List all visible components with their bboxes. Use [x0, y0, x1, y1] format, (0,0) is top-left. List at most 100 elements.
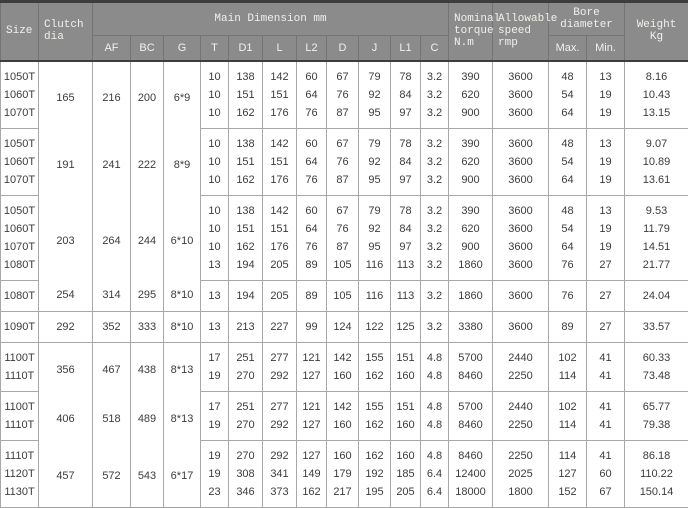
cell-t: 19 — [201, 440, 229, 465]
cell-size: 1110T — [1, 416, 39, 441]
cell-l: 176 — [263, 104, 297, 129]
cell-max: 64 — [549, 104, 587, 129]
cell-d1: 138 — [229, 195, 263, 220]
header-col-l2: L2 — [297, 36, 327, 61]
cell-c: 4.8 — [421, 367, 449, 392]
cell-bc: 489 — [131, 391, 164, 440]
cell-af: 572 — [93, 440, 131, 507]
cell-torque: 900 — [449, 238, 493, 256]
cell-bc: 200 — [131, 61, 164, 129]
cell-speed: 2250 — [493, 416, 549, 441]
cell-min: 13 — [587, 195, 625, 220]
cell-c: 3.2 — [421, 311, 449, 342]
header-col-g: G — [164, 36, 201, 61]
cell-size: 1060T — [1, 86, 39, 104]
cell-min: 27 — [587, 256, 625, 281]
cell-d: 160 — [327, 416, 359, 441]
cell-min: 41 — [587, 342, 625, 367]
cell-af: 216 — [93, 61, 131, 129]
cell-d: 87 — [327, 238, 359, 256]
cell-d: 217 — [327, 483, 359, 508]
cell-l: 292 — [263, 367, 297, 392]
cell-d1: 162 — [229, 171, 263, 196]
cell-l1: 97 — [391, 104, 421, 129]
cell-l1: 78 — [391, 195, 421, 220]
cell-l2: 89 — [297, 280, 327, 311]
cell-l2: 76 — [297, 171, 327, 196]
cell-max: 64 — [549, 171, 587, 196]
cell-t: 10 — [201, 104, 229, 129]
cell-d: 76 — [327, 220, 359, 238]
cell-c: 3.2 — [421, 171, 449, 196]
cell-l: 277 — [263, 391, 297, 416]
cell-d1: 138 — [229, 128, 263, 153]
cell-l2: 60 — [297, 128, 327, 153]
cell-speed: 3600 — [493, 195, 549, 220]
cell-g: 8*13 — [164, 391, 201, 440]
cell-min: 13 — [587, 128, 625, 153]
cell-max: 76 — [549, 256, 587, 281]
cell-min: 19 — [587, 238, 625, 256]
cell-l2: 64 — [297, 220, 327, 238]
cell-l1: 125 — [391, 311, 421, 342]
header-col-l: L — [263, 36, 297, 61]
header-col-t: T — [201, 36, 229, 61]
cell-g: 6*17 — [164, 440, 201, 507]
cell-t: 17 — [201, 342, 229, 367]
cell-size: 1090T — [1, 311, 39, 342]
cell-max: 54 — [549, 86, 587, 104]
cell-d1: 151 — [229, 220, 263, 238]
cell-weight: 13.61 — [625, 171, 688, 196]
cell-d: 160 — [327, 367, 359, 392]
cell-min: 67 — [587, 483, 625, 508]
cell-af: 241 — [93, 128, 131, 195]
cell-l: 151 — [263, 86, 297, 104]
cell-weight: 11.79 — [625, 220, 688, 238]
cell-c: 3.2 — [421, 153, 449, 171]
cell-speed: 3600 — [493, 311, 549, 342]
cell-l2: 162 — [297, 483, 327, 508]
cell-l1: 151 — [391, 342, 421, 367]
cell-l: 205 — [263, 256, 297, 281]
cell-l: 205 — [263, 280, 297, 311]
cell-min: 41 — [587, 391, 625, 416]
cell-t: 10 — [201, 171, 229, 196]
cell-torque: 3380 — [449, 311, 493, 342]
cell-c: 3.2 — [421, 61, 449, 86]
cell-speed: 3600 — [493, 153, 549, 171]
cell-torque: 8460 — [449, 416, 493, 441]
cell-c: 3.2 — [421, 256, 449, 281]
cell-j: 92 — [359, 153, 391, 171]
cell-speed: 1800 — [493, 483, 549, 508]
header-allowable-speed: Allowable speed rmp — [493, 2, 549, 61]
cell-j: 116 — [359, 280, 391, 311]
cell-d: 105 — [327, 280, 359, 311]
cell-min: 41 — [587, 416, 625, 441]
cell-d: 160 — [327, 440, 359, 465]
cell-torque: 390 — [449, 61, 493, 86]
cell-g: 6*9 — [164, 61, 201, 129]
cell-t: 23 — [201, 483, 229, 508]
cell-af: 264 — [93, 195, 131, 280]
cell-t: 10 — [201, 128, 229, 153]
cell-max: 89 — [549, 311, 587, 342]
cell-max: 114 — [549, 367, 587, 392]
cell-g: 8*10 — [164, 311, 201, 342]
cell-l1: 78 — [391, 128, 421, 153]
cell-t: 13 — [201, 256, 229, 281]
cell-l2: 60 — [297, 61, 327, 86]
cell-speed: 2440 — [493, 391, 549, 416]
cell-c: 4.8 — [421, 391, 449, 416]
cell-j: 122 — [359, 311, 391, 342]
cell-g: 8*10 — [164, 280, 201, 311]
cell-c: 3.2 — [421, 128, 449, 153]
cell-size: 1070T — [1, 104, 39, 129]
cell-d1: 194 — [229, 280, 263, 311]
cell-bc: 222 — [131, 128, 164, 195]
cell-speed: 3600 — [493, 256, 549, 281]
cell-d: 124 — [327, 311, 359, 342]
cell-bc: 244 — [131, 195, 164, 280]
cell-weight: 33.57 — [625, 311, 688, 342]
